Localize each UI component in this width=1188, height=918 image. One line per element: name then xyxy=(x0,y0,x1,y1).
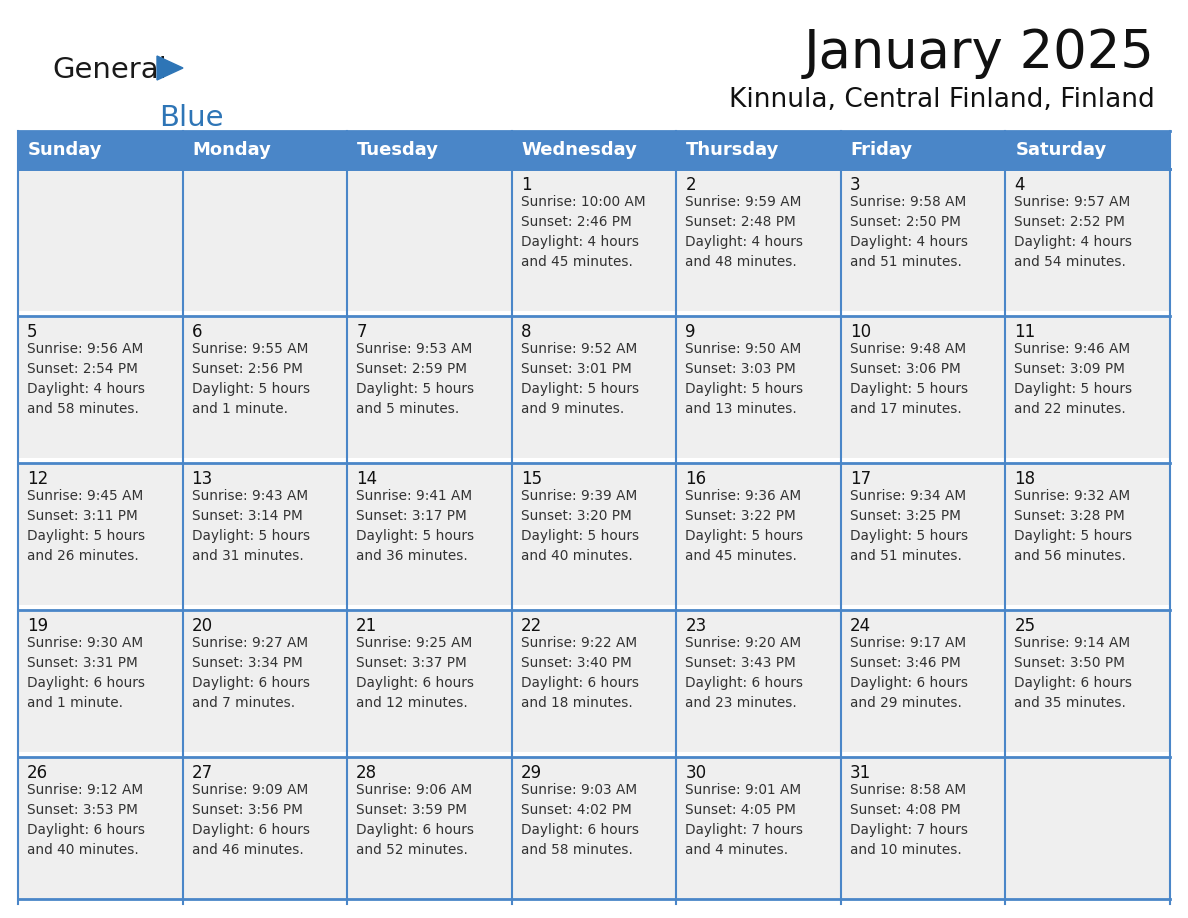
Text: Thursday: Thursday xyxy=(687,141,779,159)
Text: Sunrise: 10:00 AM
Sunset: 2:46 PM
Daylight: 4 hours
and 45 minutes.: Sunrise: 10:00 AM Sunset: 2:46 PM Daylig… xyxy=(520,195,645,269)
Bar xyxy=(18,610,1170,752)
Text: 24: 24 xyxy=(849,617,871,635)
Text: 30: 30 xyxy=(685,764,707,782)
Text: Sunrise: 9:57 AM
Sunset: 2:52 PM
Daylight: 4 hours
and 54 minutes.: Sunrise: 9:57 AM Sunset: 2:52 PM Dayligh… xyxy=(1015,195,1132,269)
Text: Wednesday: Wednesday xyxy=(522,141,638,159)
Text: 22: 22 xyxy=(520,617,542,635)
Text: Sunday: Sunday xyxy=(29,141,102,159)
Text: Sunrise: 9:34 AM
Sunset: 3:25 PM
Daylight: 5 hours
and 51 minutes.: Sunrise: 9:34 AM Sunset: 3:25 PM Dayligh… xyxy=(849,489,968,563)
Text: Sunrise: 9:27 AM
Sunset: 3:34 PM
Daylight: 6 hours
and 7 minutes.: Sunrise: 9:27 AM Sunset: 3:34 PM Dayligh… xyxy=(191,636,310,711)
Text: 18: 18 xyxy=(1015,470,1036,488)
Text: January 2025: January 2025 xyxy=(804,27,1155,79)
Text: Sunrise: 9:56 AM
Sunset: 2:54 PM
Daylight: 4 hours
and 58 minutes.: Sunrise: 9:56 AM Sunset: 2:54 PM Dayligh… xyxy=(27,342,145,416)
Text: 26: 26 xyxy=(27,764,49,782)
Text: 14: 14 xyxy=(356,470,378,488)
Text: Sunrise: 9:32 AM
Sunset: 3:28 PM
Daylight: 5 hours
and 56 minutes.: Sunrise: 9:32 AM Sunset: 3:28 PM Dayligh… xyxy=(1015,489,1132,563)
Text: 5: 5 xyxy=(27,323,38,341)
Text: 31: 31 xyxy=(849,764,871,782)
Text: 27: 27 xyxy=(191,764,213,782)
Text: 28: 28 xyxy=(356,764,378,782)
Bar xyxy=(18,131,1170,169)
Text: 17: 17 xyxy=(849,470,871,488)
Text: 29: 29 xyxy=(520,764,542,782)
Bar xyxy=(18,463,1170,605)
Text: 1: 1 xyxy=(520,176,531,194)
Text: 2: 2 xyxy=(685,176,696,194)
Text: 25: 25 xyxy=(1015,617,1036,635)
Text: Friday: Friday xyxy=(851,141,914,159)
Text: Sunrise: 9:25 AM
Sunset: 3:37 PM
Daylight: 6 hours
and 12 minutes.: Sunrise: 9:25 AM Sunset: 3:37 PM Dayligh… xyxy=(356,636,474,711)
Text: Sunrise: 9:43 AM
Sunset: 3:14 PM
Daylight: 5 hours
and 31 minutes.: Sunrise: 9:43 AM Sunset: 3:14 PM Dayligh… xyxy=(191,489,310,563)
Text: 12: 12 xyxy=(27,470,49,488)
Text: 8: 8 xyxy=(520,323,531,341)
Text: Sunrise: 9:20 AM
Sunset: 3:43 PM
Daylight: 6 hours
and 23 minutes.: Sunrise: 9:20 AM Sunset: 3:43 PM Dayligh… xyxy=(685,636,803,711)
Text: Sunrise: 9:41 AM
Sunset: 3:17 PM
Daylight: 5 hours
and 36 minutes.: Sunrise: 9:41 AM Sunset: 3:17 PM Dayligh… xyxy=(356,489,474,563)
Bar xyxy=(18,169,1170,311)
Text: Sunrise: 9:30 AM
Sunset: 3:31 PM
Daylight: 6 hours
and 1 minute.: Sunrise: 9:30 AM Sunset: 3:31 PM Dayligh… xyxy=(27,636,145,711)
Text: 7: 7 xyxy=(356,323,367,341)
Text: Sunrise: 9:03 AM
Sunset: 4:02 PM
Daylight: 6 hours
and 58 minutes.: Sunrise: 9:03 AM Sunset: 4:02 PM Dayligh… xyxy=(520,783,639,857)
Text: 3: 3 xyxy=(849,176,860,194)
Text: 6: 6 xyxy=(191,323,202,341)
Text: Sunrise: 9:01 AM
Sunset: 4:05 PM
Daylight: 7 hours
and 4 minutes.: Sunrise: 9:01 AM Sunset: 4:05 PM Dayligh… xyxy=(685,783,803,857)
Text: Blue: Blue xyxy=(159,104,223,132)
Text: Saturday: Saturday xyxy=(1016,141,1107,159)
Text: 20: 20 xyxy=(191,617,213,635)
Text: 15: 15 xyxy=(520,470,542,488)
Text: Sunrise: 9:09 AM
Sunset: 3:56 PM
Daylight: 6 hours
and 46 minutes.: Sunrise: 9:09 AM Sunset: 3:56 PM Dayligh… xyxy=(191,783,310,857)
Text: 21: 21 xyxy=(356,617,378,635)
Text: Sunrise: 9:17 AM
Sunset: 3:46 PM
Daylight: 6 hours
and 29 minutes.: Sunrise: 9:17 AM Sunset: 3:46 PM Dayligh… xyxy=(849,636,968,711)
Text: General: General xyxy=(52,56,166,84)
Text: Sunrise: 9:12 AM
Sunset: 3:53 PM
Daylight: 6 hours
and 40 minutes.: Sunrise: 9:12 AM Sunset: 3:53 PM Dayligh… xyxy=(27,783,145,857)
Text: 16: 16 xyxy=(685,470,707,488)
Text: Sunrise: 9:59 AM
Sunset: 2:48 PM
Daylight: 4 hours
and 48 minutes.: Sunrise: 9:59 AM Sunset: 2:48 PM Dayligh… xyxy=(685,195,803,269)
Polygon shape xyxy=(157,56,183,80)
Text: 13: 13 xyxy=(191,470,213,488)
Text: Sunrise: 9:46 AM
Sunset: 3:09 PM
Daylight: 5 hours
and 22 minutes.: Sunrise: 9:46 AM Sunset: 3:09 PM Dayligh… xyxy=(1015,342,1132,416)
Text: Sunrise: 9:14 AM
Sunset: 3:50 PM
Daylight: 6 hours
and 35 minutes.: Sunrise: 9:14 AM Sunset: 3:50 PM Dayligh… xyxy=(1015,636,1132,711)
Text: Sunrise: 9:39 AM
Sunset: 3:20 PM
Daylight: 5 hours
and 40 minutes.: Sunrise: 9:39 AM Sunset: 3:20 PM Dayligh… xyxy=(520,489,639,563)
Text: Tuesday: Tuesday xyxy=(358,141,440,159)
Text: 23: 23 xyxy=(685,617,707,635)
Text: Sunrise: 9:48 AM
Sunset: 3:06 PM
Daylight: 5 hours
and 17 minutes.: Sunrise: 9:48 AM Sunset: 3:06 PM Dayligh… xyxy=(849,342,968,416)
Text: Sunrise: 9:50 AM
Sunset: 3:03 PM
Daylight: 5 hours
and 13 minutes.: Sunrise: 9:50 AM Sunset: 3:03 PM Dayligh… xyxy=(685,342,803,416)
Text: 11: 11 xyxy=(1015,323,1036,341)
Text: 9: 9 xyxy=(685,323,696,341)
Text: Sunrise: 9:45 AM
Sunset: 3:11 PM
Daylight: 5 hours
and 26 minutes.: Sunrise: 9:45 AM Sunset: 3:11 PM Dayligh… xyxy=(27,489,145,563)
Text: Sunrise: 9:06 AM
Sunset: 3:59 PM
Daylight: 6 hours
and 52 minutes.: Sunrise: 9:06 AM Sunset: 3:59 PM Dayligh… xyxy=(356,783,474,857)
Text: Sunrise: 9:22 AM
Sunset: 3:40 PM
Daylight: 6 hours
and 18 minutes.: Sunrise: 9:22 AM Sunset: 3:40 PM Dayligh… xyxy=(520,636,639,711)
Bar xyxy=(18,316,1170,458)
Text: 4: 4 xyxy=(1015,176,1025,194)
Text: Sunrise: 9:53 AM
Sunset: 2:59 PM
Daylight: 5 hours
and 5 minutes.: Sunrise: 9:53 AM Sunset: 2:59 PM Dayligh… xyxy=(356,342,474,416)
Bar xyxy=(18,757,1170,899)
Text: Sunrise: 9:52 AM
Sunset: 3:01 PM
Daylight: 5 hours
and 9 minutes.: Sunrise: 9:52 AM Sunset: 3:01 PM Dayligh… xyxy=(520,342,639,416)
Text: Kinnula, Central Finland, Finland: Kinnula, Central Finland, Finland xyxy=(729,87,1155,113)
Text: Monday: Monday xyxy=(192,141,271,159)
Text: Sunrise: 9:58 AM
Sunset: 2:50 PM
Daylight: 4 hours
and 51 minutes.: Sunrise: 9:58 AM Sunset: 2:50 PM Dayligh… xyxy=(849,195,968,269)
Text: Sunrise: 8:58 AM
Sunset: 4:08 PM
Daylight: 7 hours
and 10 minutes.: Sunrise: 8:58 AM Sunset: 4:08 PM Dayligh… xyxy=(849,783,968,857)
Text: 19: 19 xyxy=(27,617,49,635)
Text: Sunrise: 9:36 AM
Sunset: 3:22 PM
Daylight: 5 hours
and 45 minutes.: Sunrise: 9:36 AM Sunset: 3:22 PM Dayligh… xyxy=(685,489,803,563)
Text: Sunrise: 9:55 AM
Sunset: 2:56 PM
Daylight: 5 hours
and 1 minute.: Sunrise: 9:55 AM Sunset: 2:56 PM Dayligh… xyxy=(191,342,310,416)
Text: 10: 10 xyxy=(849,323,871,341)
